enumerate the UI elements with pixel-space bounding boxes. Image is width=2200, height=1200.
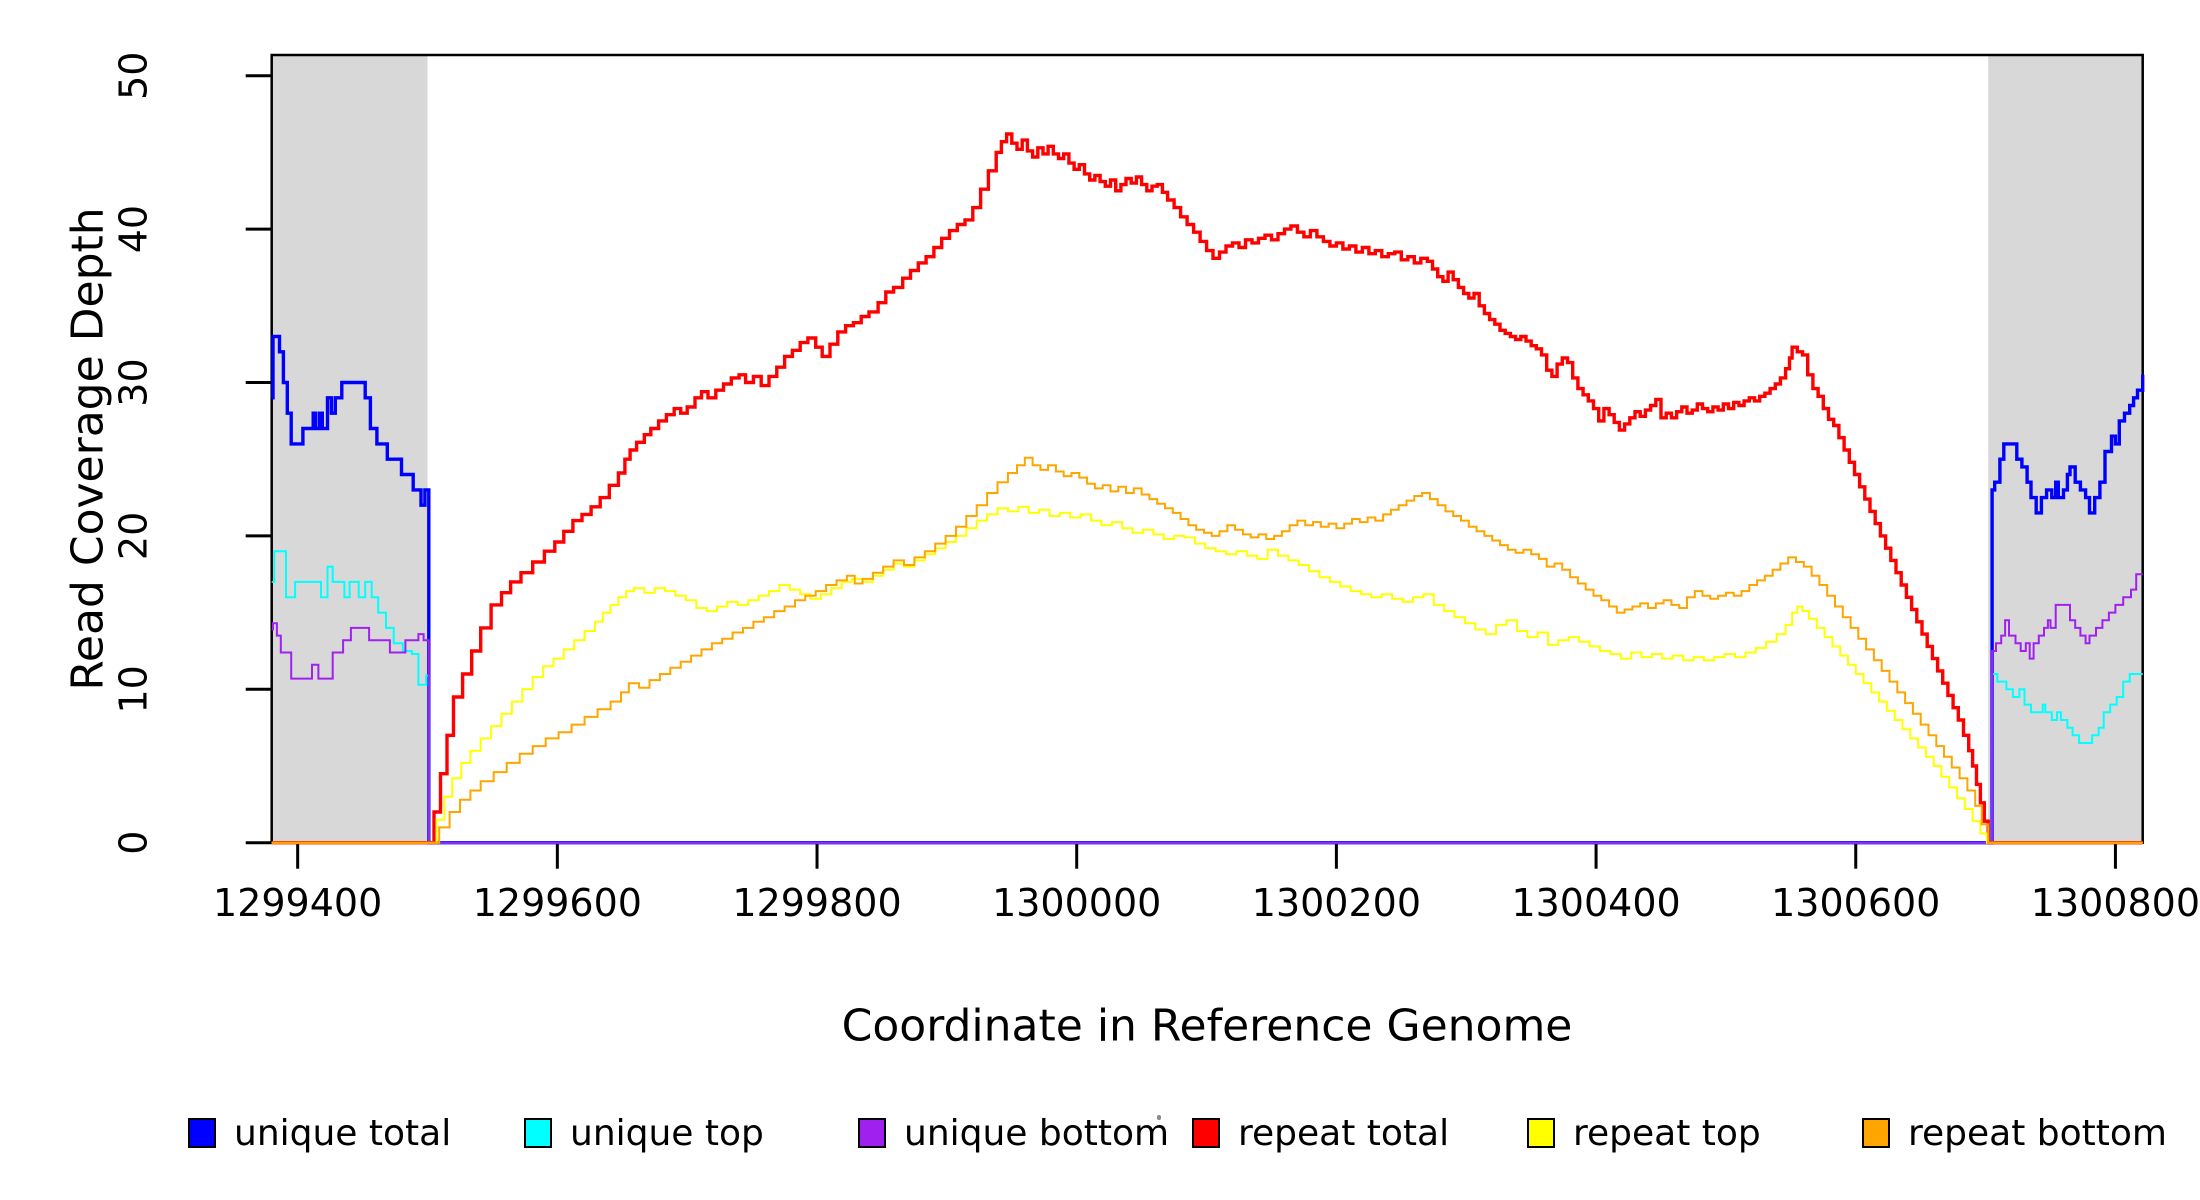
- x-tick-label: 1300000: [992, 881, 1161, 925]
- y-tick-label: 50: [112, 52, 156, 100]
- legend-item-repeat-total: repeat total: [1192, 1112, 1450, 1154]
- series-repeat-total: [271, 132, 2143, 845]
- legend-swatch-icon: [1192, 1118, 1220, 1148]
- legend-swatch-icon: [1862, 1118, 1890, 1148]
- x-tick-label: 1300200: [1252, 881, 1421, 925]
- legend-swatch-icon: [1527, 1118, 1555, 1148]
- x-tick-label: 1300400: [1511, 881, 1680, 925]
- series-repeat-top: [271, 505, 2143, 844]
- y-tick-label: 20: [112, 512, 156, 560]
- series-unique-total: [271, 334, 2145, 845]
- y-axis-title: Read Coverage Depth: [62, 207, 114, 691]
- legend-label: unique total: [234, 1112, 452, 1154]
- x-axis-title: Coordinate in Reference Genome: [841, 1000, 1573, 1052]
- legend-label: unique bottom: [904, 1112, 1170, 1154]
- legend-item-unique-top: unique top: [524, 1112, 764, 1154]
- x-tick-label: 1299600: [473, 881, 642, 925]
- x-tick-label: 1300800: [2031, 881, 2200, 925]
- x-tick-label: 1299800: [732, 881, 901, 925]
- legend-item-unique-bottom: unique bottom: [858, 1112, 1170, 1154]
- legend-label: repeat total: [1238, 1112, 1450, 1154]
- y-tick-label: 40: [112, 205, 156, 253]
- legend-swatch-icon: [524, 1118, 552, 1148]
- legend-label: repeat bottom: [1908, 1112, 2167, 1154]
- legend-item-repeat-bottom: repeat bottom: [1862, 1112, 2167, 1154]
- shaded-region-0: [271, 56, 428, 843]
- legend-item-repeat-top: repeat top: [1527, 1112, 1761, 1154]
- legend-swatch-icon: [858, 1118, 886, 1148]
- legend-label: unique top: [570, 1112, 764, 1154]
- legend-swatch-icon: [188, 1118, 216, 1148]
- y-tick-label: 30: [112, 358, 156, 406]
- stray-mark: [1157, 1115, 1161, 1120]
- y-tick-label: 0: [112, 831, 156, 855]
- series-repeat-bottom: [271, 456, 2143, 844]
- plot-border: [270, 53, 2144, 844]
- y-tick-label: 10: [112, 665, 156, 713]
- legend-item-unique-total: unique total: [188, 1112, 452, 1154]
- legend-label: repeat top: [1573, 1112, 1761, 1154]
- series-group: [271, 132, 2145, 845]
- x-tick-label: 1300600: [1771, 881, 1940, 925]
- series-unique-bottom: [271, 573, 2143, 844]
- shaded-region-1: [1988, 56, 2143, 843]
- series-unique-top: [271, 550, 2143, 844]
- x-tick-label: 1299400: [213, 881, 382, 925]
